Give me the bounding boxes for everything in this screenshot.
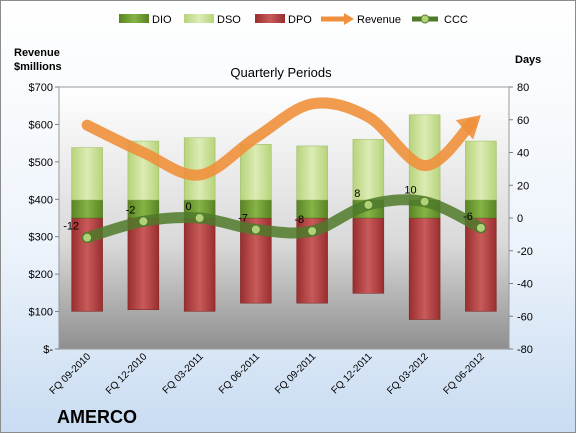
legend-label-ccc: CCC bbox=[444, 14, 468, 26]
y-right-tick-label: 0 bbox=[517, 213, 523, 225]
ccc-point bbox=[138, 216, 149, 227]
ccc-data-label: -8 bbox=[294, 214, 304, 226]
y-right-axis-title: Days bbox=[515, 54, 541, 66]
x-category-label: FQ 03-2012 bbox=[385, 351, 431, 397]
x-category-label: FQ 06-2012 bbox=[441, 351, 487, 397]
y-right-tick-label: 60 bbox=[517, 115, 529, 127]
ccc-point bbox=[419, 196, 430, 207]
legend-label-dio: DIO bbox=[152, 14, 172, 26]
company-name: AMERCO bbox=[57, 407, 137, 427]
bar-dpo bbox=[465, 217, 497, 312]
legend: DIO DSO DPO Revenue CCC bbox=[119, 13, 468, 26]
bar-dio bbox=[71, 199, 103, 219]
legend-swatch-revenue bbox=[321, 13, 354, 25]
y-left-tick-label: $- bbox=[43, 344, 53, 356]
revenue-arrow-head bbox=[455, 115, 481, 140]
lines-layer bbox=[81, 97, 487, 244]
x-category-label: FQ 12-2010 bbox=[104, 351, 150, 397]
y-right-tick-label: -20 bbox=[517, 246, 533, 258]
ccc-data-label: -2 bbox=[126, 204, 136, 216]
ccc-data-label: -12 bbox=[63, 221, 79, 233]
plot-area bbox=[58, 86, 510, 350]
bar-dpo bbox=[352, 217, 385, 294]
x-category-label: FQ 06-2011 bbox=[217, 351, 262, 396]
legend-label-dso: DSO bbox=[217, 14, 241, 26]
y-left-tick-label: $100 bbox=[29, 307, 53, 319]
revenue-series-line bbox=[81, 97, 478, 181]
y-left-axis-title-line1: Revenue bbox=[14, 47, 60, 59]
legend-swatch-dio bbox=[119, 14, 149, 23]
x-category-label: FQ 12-2011 bbox=[330, 351, 375, 396]
grid-layer bbox=[55, 86, 513, 350]
y-right-tick-label: -60 bbox=[517, 311, 533, 323]
chart-title: Quarterly Periods bbox=[230, 65, 332, 80]
y-right-tick-label: 20 bbox=[517, 180, 529, 192]
ccc-data-label: -6 bbox=[463, 211, 473, 223]
ccc-point bbox=[475, 222, 486, 233]
y-left-tick-label: $300 bbox=[29, 232, 53, 244]
y-right-tick-label: 80 bbox=[517, 82, 529, 94]
bar-dpo bbox=[183, 217, 216, 312]
ccc-data-label: 10 bbox=[404, 185, 416, 197]
bar-dso bbox=[240, 144, 272, 201]
ccc-series-line bbox=[81, 194, 487, 244]
ccc-data-label: -7 bbox=[238, 212, 248, 224]
x-category-label: FQ 09-2010 bbox=[48, 351, 94, 397]
legend-label-dpo: DPO bbox=[288, 14, 312, 26]
y-left-tick-label: $700 bbox=[29, 82, 53, 94]
ccc-point bbox=[82, 232, 93, 243]
y-right-tick-label: -40 bbox=[517, 279, 533, 291]
y-left-tick-label: $400 bbox=[29, 194, 53, 206]
ccc-point bbox=[194, 213, 205, 223]
y-left-tick-label: $600 bbox=[29, 119, 53, 131]
bar-dso bbox=[71, 147, 103, 201]
y-left-tick-label: $500 bbox=[29, 157, 53, 169]
y-right-tick-label: 40 bbox=[517, 148, 529, 160]
ccc-point bbox=[363, 199, 374, 210]
x-category-label: FQ 03-2011 bbox=[161, 351, 206, 396]
legend-swatch-dso bbox=[184, 14, 214, 23]
bar-dso bbox=[465, 140, 497, 201]
bar-dso bbox=[296, 145, 328, 201]
y-left-axis-title-line2: $millions bbox=[14, 61, 62, 73]
bar-dpo bbox=[408, 217, 441, 320]
y-left-tick-label: $200 bbox=[29, 269, 53, 281]
bar-dso bbox=[352, 139, 385, 201]
ccc-data-label: 8 bbox=[354, 188, 360, 200]
bar-dpo bbox=[127, 217, 160, 310]
ccc-point bbox=[307, 226, 318, 237]
legend-label-revenue: Revenue bbox=[357, 14, 401, 26]
x-category-label: FQ 09-2011 bbox=[273, 351, 318, 396]
ccc-data-label: 0 bbox=[186, 201, 192, 213]
y-right-tick-label: -80 bbox=[517, 344, 533, 356]
legend-swatch-dpo bbox=[255, 14, 285, 23]
legend-swatch-ccc bbox=[412, 14, 438, 24]
ccc-point bbox=[250, 224, 261, 235]
